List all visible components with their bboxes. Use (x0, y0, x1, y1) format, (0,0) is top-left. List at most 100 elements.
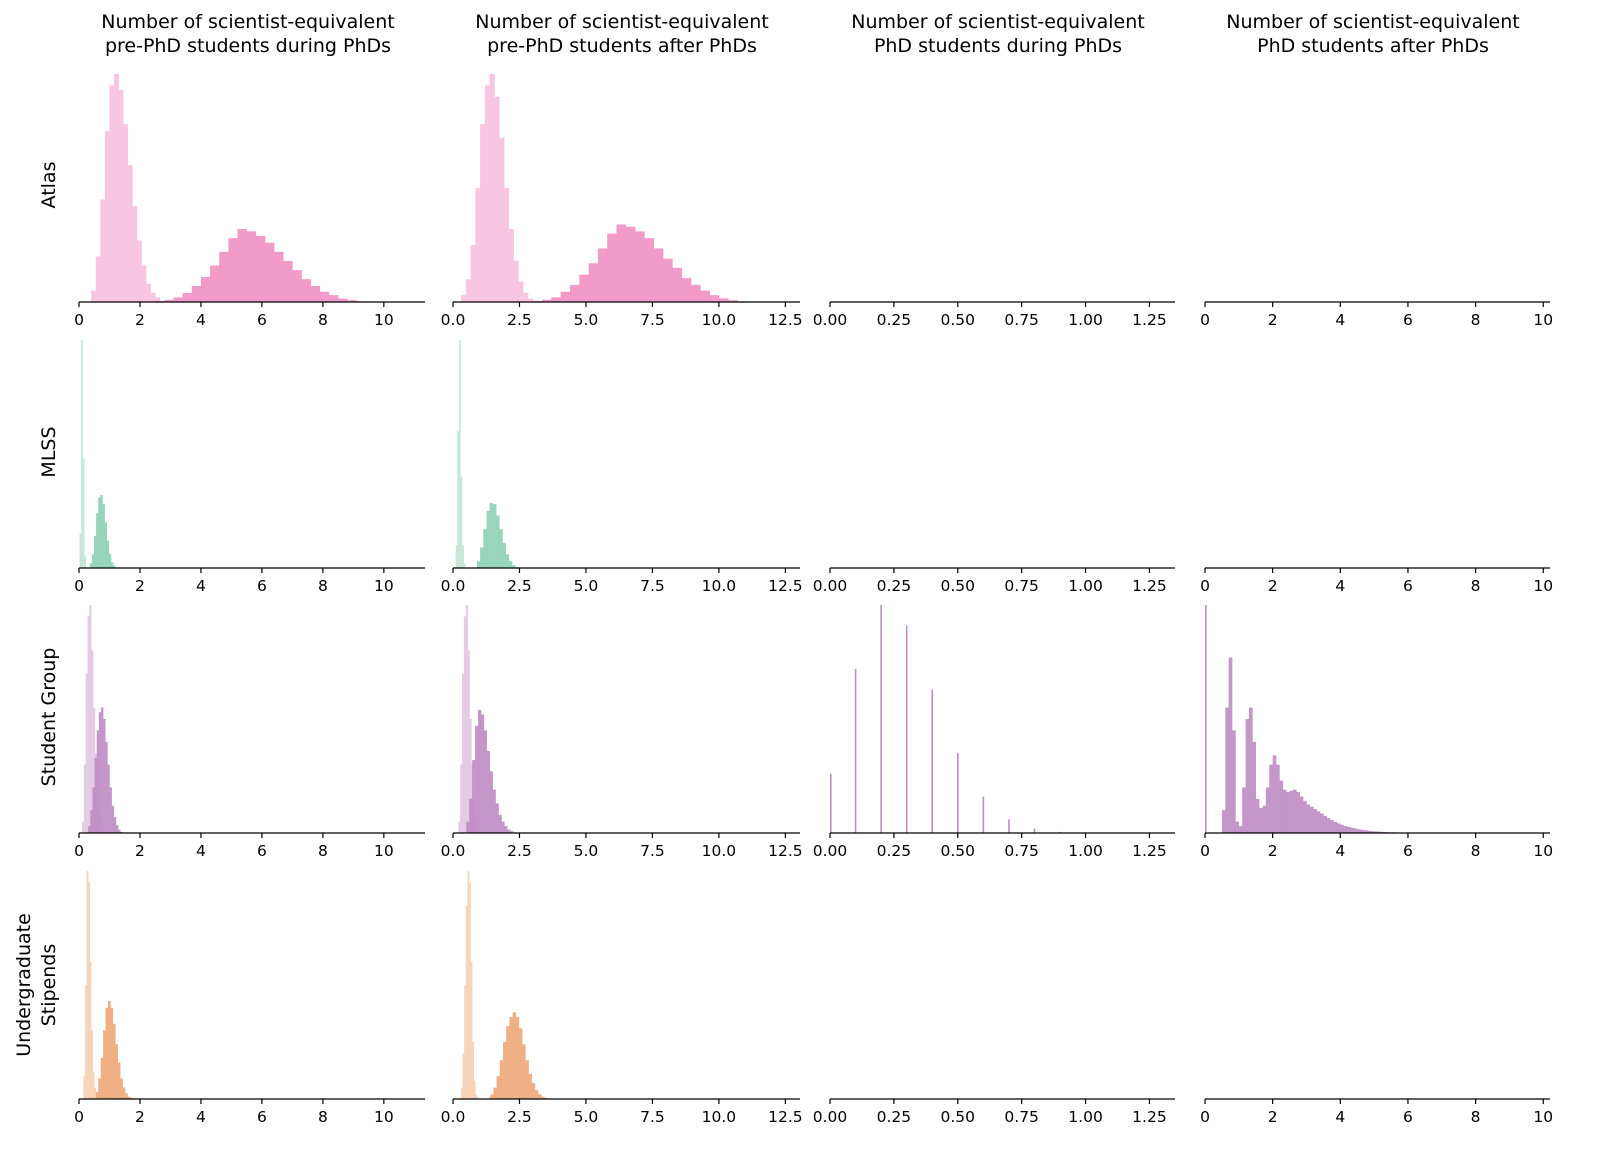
x-tick-label: 0.50 (941, 577, 976, 595)
histogram-bar (588, 263, 599, 302)
histogram-bar (89, 962, 92, 1099)
x-tick-label: 2 (1268, 577, 1278, 595)
histogram-bar (91, 554, 95, 568)
x-tick-label: 1.25 (1132, 1108, 1167, 1126)
histogram-bar (1363, 830, 1368, 833)
x-tick-label: 10.0 (702, 1108, 737, 1126)
histogram-bar (515, 1016, 520, 1099)
histogram-bar (504, 826, 508, 833)
histogram-bar (92, 1071, 95, 1099)
histogram-bar (457, 431, 460, 568)
histogram-bar (109, 85, 115, 303)
histogram-bar (498, 814, 502, 833)
histogram-bar (466, 821, 470, 833)
histogram-bar (458, 340, 461, 568)
x-tick-label: 2 (1268, 842, 1278, 860)
histogram-bar (107, 1000, 111, 1099)
histogram-bar (274, 251, 284, 302)
histogram-bar (103, 1030, 106, 1099)
histogram-bar (1286, 791, 1290, 833)
x-tick-label: 0 (1200, 311, 1210, 329)
histogram-bar (504, 188, 510, 302)
histogram-bar (560, 291, 571, 302)
x-tick-label: 0.50 (941, 842, 976, 860)
histogram-bar (492, 789, 496, 833)
histogram-bar (505, 554, 510, 568)
panel-r3-c3: 0 2 4 6 8 10 (1200, 1098, 1553, 1126)
x-tick-label: 6 (257, 842, 267, 860)
histogram-bar (1353, 828, 1358, 833)
x-tick-label: 5.0 (574, 1108, 599, 1126)
x-tick-label: 0.0 (441, 842, 466, 860)
histogram-bar (499, 529, 503, 568)
histogram-bar (127, 1096, 131, 1099)
histogram-bar (468, 882, 471, 1099)
x-tick-label: 1.25 (1132, 577, 1167, 595)
histogram-bar (104, 131, 110, 302)
histogram-bar (464, 985, 467, 1099)
histogram-bar (132, 206, 138, 302)
x-tick-label: 10 (1533, 311, 1553, 329)
histogram-bar (89, 563, 93, 568)
histogram-bar (164, 299, 174, 302)
histogram-bar (338, 298, 348, 302)
histogram-bar (493, 1087, 497, 1099)
histogram-bar (469, 719, 472, 833)
histogram-bar (1367, 830, 1372, 833)
histogram-bar (538, 1094, 542, 1099)
x-tick-label: 6 (1403, 311, 1413, 329)
histogram-bar (480, 547, 484, 568)
histogram-bar (88, 882, 90, 1099)
histogram-bar (96, 730, 100, 833)
histogram-bar (496, 1076, 501, 1099)
x-tick-label: 0.0 (441, 1108, 466, 1126)
histogram-bar (508, 561, 513, 568)
x-tick-label: 0.0 (441, 577, 466, 595)
histogram-bar (98, 712, 102, 833)
histogram-bar (475, 188, 481, 302)
histogram-bar (1336, 823, 1341, 833)
histogram-bar (1306, 804, 1311, 833)
histogram-bar (476, 561, 481, 568)
x-tick-label: 6 (1403, 1108, 1413, 1126)
histogram-bar (82, 458, 85, 568)
histogram-bar (465, 605, 468, 833)
histogram-bar (92, 787, 95, 833)
histogram-bar (462, 1053, 465, 1099)
x-tick-label: 0.25 (877, 577, 912, 595)
histogram-bar (200, 276, 211, 302)
x-tick-label: 0.25 (877, 842, 912, 860)
x-tick-label: 1.25 (1132, 842, 1167, 860)
histogram-bar (469, 798, 473, 833)
histogram-bar (728, 300, 738, 302)
x-tick-label: 8 (318, 1108, 328, 1126)
histogram-bar (528, 1073, 533, 1099)
x-tick-label: 6 (1403, 577, 1413, 595)
x-tick-label: 7.5 (640, 311, 665, 329)
histogram-bar (486, 511, 490, 568)
panel-r3-c1: 0.0 2.5 5.0 7.5 10.0 12.5 (441, 871, 803, 1126)
series-dark (88, 707, 123, 833)
histogram-bar (1008, 819, 1010, 833)
histogram-bar (462, 545, 464, 568)
histogram-bar (534, 1089, 539, 1099)
histogram-bar (501, 821, 505, 833)
column-title: Number of scientist-equivalent (101, 11, 394, 33)
histogram-bar (607, 233, 617, 302)
panel-r1-c2: 0.00 0.25 0.50 0.75 1.00 1.25 (813, 567, 1175, 595)
histogram-bar (87, 616, 90, 833)
column-title: Number of scientist-equivalent (475, 11, 768, 33)
column-title: pre-PhD students after PhDs (487, 35, 757, 57)
histogram-bar (854, 668, 857, 833)
histogram-bar (542, 299, 552, 302)
histogram-bar (1033, 828, 1036, 833)
histogram-bar (527, 298, 534, 302)
histogram-bar (98, 1078, 101, 1099)
histogram-bar (494, 96, 500, 302)
histogram-bar (455, 545, 458, 568)
histogram-bar (1276, 764, 1280, 833)
histogram-bar (616, 224, 627, 302)
histogram-bar (1333, 822, 1338, 833)
histogram-bar (90, 810, 93, 833)
x-tick-label: 2.5 (507, 577, 532, 595)
